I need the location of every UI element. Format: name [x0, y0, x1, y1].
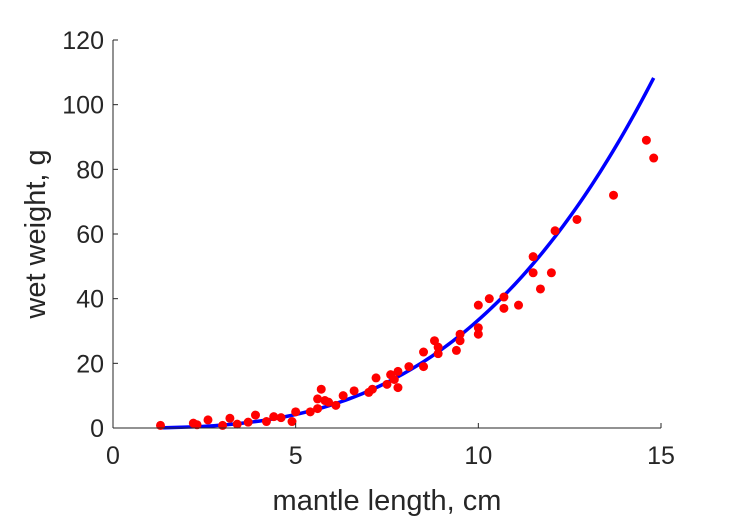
data-point	[455, 336, 465, 346]
data-point	[609, 190, 619, 200]
y-tick-label: 120	[62, 27, 104, 55]
data-point	[455, 329, 465, 339]
data-point	[313, 404, 323, 414]
data-point	[499, 292, 509, 302]
y-tick-label: 60	[76, 221, 104, 249]
data-point	[550, 226, 560, 236]
data-point	[641, 135, 651, 145]
data-point	[324, 397, 334, 407]
data-point	[218, 420, 228, 430]
y-axis-label: wet weight, g	[20, 149, 52, 319]
y-ticks: 0 20 40 60 80 100 120	[62, 27, 118, 443]
x-tick-label: 15	[647, 442, 675, 470]
data-points-layer	[155, 135, 659, 430]
data-point	[291, 407, 301, 417]
y-tick-label: 80	[76, 156, 104, 184]
data-point	[316, 384, 326, 394]
data-point	[484, 294, 494, 304]
data-point	[433, 349, 443, 359]
y-tick-label: 100	[62, 92, 104, 120]
data-point	[382, 379, 392, 389]
y-tick-label: 0	[90, 415, 104, 443]
data-point	[338, 391, 348, 401]
data-point	[393, 383, 403, 393]
x-tick-label: 5	[289, 442, 303, 470]
data-point	[499, 303, 509, 313]
x-axis-label: mantle length, cm	[273, 485, 502, 517]
data-point	[232, 419, 242, 429]
fit-curve-layer	[160, 77, 656, 430]
data-point	[371, 373, 381, 383]
data-point	[514, 300, 524, 310]
y-axis: 0 20 40 60 80 100 120	[62, 27, 118, 443]
data-point	[331, 400, 341, 410]
data-point	[473, 329, 483, 339]
plot-area	[155, 77, 659, 430]
data-point	[250, 410, 260, 420]
data-point	[305, 407, 315, 417]
x-tick-label: 0	[106, 442, 120, 470]
y-tick-label: 20	[76, 350, 104, 378]
data-point	[473, 300, 483, 310]
data-point	[313, 394, 323, 404]
data-point	[419, 362, 429, 372]
data-point	[261, 417, 271, 427]
data-point	[451, 345, 461, 355]
data-point	[649, 153, 659, 163]
data-point	[389, 375, 399, 384]
data-point	[419, 347, 429, 357]
data-point	[243, 417, 253, 427]
data-point	[393, 366, 403, 376]
fit-curve-line	[160, 77, 656, 430]
x-ticks: 0 5 10 15	[106, 423, 675, 470]
data-point	[203, 415, 213, 425]
data-point	[225, 413, 235, 423]
data-point	[572, 214, 582, 224]
data-point	[433, 342, 443, 352]
data-point	[535, 284, 545, 294]
data-point	[473, 323, 483, 333]
data-point	[546, 268, 556, 278]
data-point	[192, 420, 202, 430]
x-axis: 0 5 10 15	[106, 423, 675, 470]
data-point	[276, 413, 286, 423]
y-tick-label: 40	[76, 286, 104, 314]
data-point	[269, 412, 279, 422]
data-point	[404, 362, 414, 372]
data-point	[367, 384, 377, 394]
data-point	[155, 420, 165, 430]
data-point	[528, 268, 538, 278]
data-point	[349, 386, 359, 396]
data-point	[287, 417, 297, 427]
data-point	[528, 252, 538, 262]
x-tick-label: 10	[464, 442, 492, 470]
